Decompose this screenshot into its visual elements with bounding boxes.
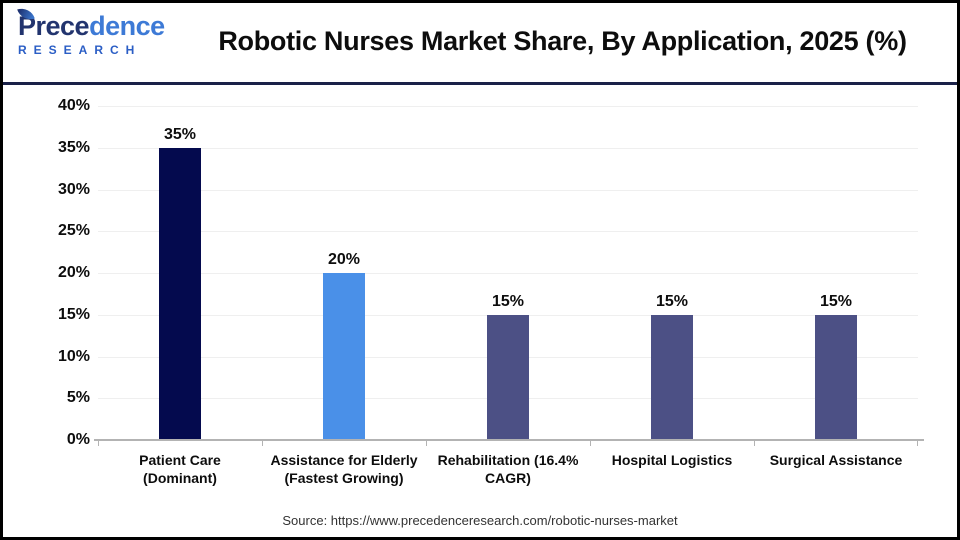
- bar-column: 20%: [262, 106, 426, 440]
- y-tick-label: 0%: [66, 431, 90, 448]
- bar-column: 15%: [590, 106, 754, 440]
- y-tick-label: 5%: [66, 389, 90, 407]
- plot-area: 35% 20% 15% 15% 15%: [98, 106, 918, 440]
- bar-columns: 35% 20% 15% 15% 15%: [98, 106, 918, 440]
- bar: [815, 314, 857, 440]
- gridline: [98, 189, 918, 191]
- x-category-label: Rehabilitation (16.4% CAGR): [437, 452, 579, 487]
- bar-value-label: 15%: [655, 292, 689, 310]
- gridline: [98, 106, 918, 107]
- bar-column: 35%: [98, 106, 262, 440]
- y-axis-labels: 0% 5% 10% 15% 20% 25% 30% 35% 40%: [20, 97, 90, 448]
- bar-value-label: 20%: [327, 251, 361, 268]
- axis-tick: [590, 439, 591, 446]
- bar-value-label: 15%: [491, 292, 525, 310]
- x-category-label: Assistance for Elderly (Fastest Growing): [270, 452, 418, 487]
- x-category-label: Surgical Assistance: [769, 452, 903, 468]
- axis-tick: [98, 439, 99, 446]
- axis-tick: [426, 439, 427, 446]
- y-tick-label: 20%: [57, 264, 90, 281]
- bar-column: 15%: [754, 106, 918, 440]
- source-text: Source: https://www.precedenceresearch.c…: [282, 513, 678, 528]
- y-tick-label: 25%: [57, 222, 90, 240]
- bar-value-label: 35%: [163, 125, 197, 143]
- x-category-label: Hospital Logistics: [611, 452, 733, 468]
- y-tick-label: 30%: [57, 180, 90, 198]
- gridline: [98, 273, 918, 274]
- gridline: [98, 147, 918, 149]
- x-axis-ticks: [98, 439, 918, 446]
- brand-logo: Precedence RESEARCH: [17, 5, 188, 57]
- y-tick-label: 35%: [57, 138, 90, 156]
- header-divider: [0, 82, 960, 85]
- y-tick-label: 15%: [57, 305, 90, 323]
- page-title: Robotic Nurses Market Share, By Applicat…: [218, 26, 907, 56]
- axis-tick: [754, 439, 755, 446]
- y-tick-label: 10%: [57, 347, 90, 365]
- axis-tick: [917, 439, 918, 446]
- bar: [651, 314, 693, 440]
- bar: [487, 314, 529, 440]
- axis-tick: [262, 439, 263, 446]
- bar: [323, 273, 365, 440]
- y-tick-label: 40%: [57, 97, 90, 114]
- gridline: [98, 231, 918, 233]
- brand-subtext: RESEARCH: [18, 42, 142, 57]
- bar-column: 15%: [426, 106, 590, 440]
- bar-value-label: 15%: [819, 292, 853, 310]
- x-axis-line: [94, 439, 924, 441]
- brand-text-light: dence: [89, 11, 165, 41]
- brand-text: Precedence: [17, 5, 188, 42]
- x-axis-labels: Patient Care (Dominant) Assistance for El…: [98, 451, 918, 487]
- x-category-label: Patient Care (Dominant): [139, 452, 221, 487]
- bar: [159, 147, 201, 440]
